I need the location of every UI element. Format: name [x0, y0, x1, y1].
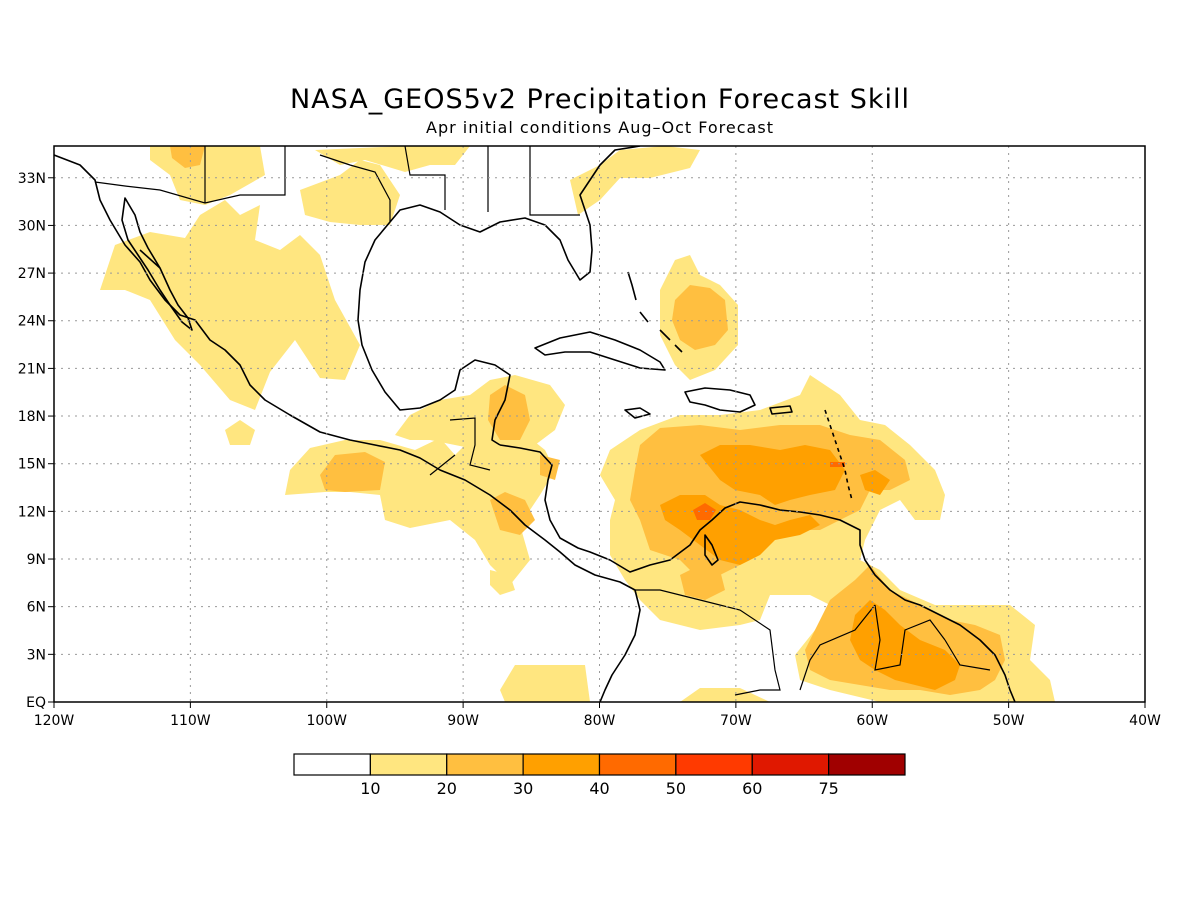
jamaica — [624, 407, 651, 419]
lat-tick-label: 21N — [18, 361, 46, 377]
lat-tick-label: 30N — [18, 218, 46, 234]
colorbar-swatch — [675, 753, 753, 776]
gulf-california — [139, 249, 161, 269]
colorbar-label: 60 — [742, 779, 762, 798]
lon-tick-label: 120W — [34, 713, 75, 729]
latitude-axis: EQ 3N 6N 9N 12N 15N 18N 21N 24N 27N 30N 33N — [18, 171, 54, 711]
lon-tick-label: 60W — [856, 713, 888, 729]
lat-tick-label: 6N — [27, 600, 46, 616]
colorbar-swatch — [522, 753, 601, 776]
skill-shading — [100, 146, 1055, 702]
colorbar-swatch — [369, 753, 448, 776]
colorbar-label: 75 — [818, 779, 838, 798]
colorbar-swatch — [828, 753, 906, 776]
colorbar-swatch — [446, 753, 524, 776]
us-gulf-atlantic-coast — [389, 146, 641, 281]
colombia-venezuela-border — [635, 589, 781, 696]
venezuela-guyana-border — [799, 604, 876, 691]
colorbar-swatch — [293, 753, 371, 776]
lat-tick-label: EQ — [26, 695, 46, 711]
suriname-guiana-border — [944, 639, 991, 671]
lon-tick-label: 90W — [447, 713, 479, 729]
baja-california-coast — [121, 197, 193, 331]
lat-tick-label: 18N — [18, 409, 46, 425]
skill-level-40-50 — [693, 462, 845, 520]
map-title: NASA_GEOS5v2 Precipitation Forecast Skil… — [289, 84, 911, 115]
pacific-coast — [54, 154, 641, 702]
colorbar: 10 20 30 40 50 60 75 — [293, 753, 906, 798]
lat-tick-label: 15N — [18, 457, 46, 473]
puerto-rico — [769, 405, 793, 415]
us-state-borders-1 — [404, 146, 446, 210]
colorbar-label: 30 — [513, 779, 533, 798]
lat-tick-label: 12N — [18, 504, 46, 520]
lon-tick-label: 80W — [584, 713, 616, 729]
us-mexico-border-east — [319, 154, 391, 222]
map-subtitle: Apr initial conditions Aug–Oct Forecast — [426, 118, 774, 137]
lat-tick-label: 3N — [27, 647, 46, 663]
lat-tick-label: 33N — [18, 171, 46, 187]
gulf-mexico-west-coast — [357, 221, 511, 446]
cuba — [534, 331, 666, 371]
lat-tick-label: 24N — [18, 314, 46, 330]
lat-tick-label: 9N — [27, 552, 46, 568]
colorbar-label: 10 — [360, 779, 380, 798]
lon-tick-label: 40W — [1129, 713, 1161, 729]
colorbar-label: 20 — [437, 779, 457, 798]
lon-tick-label: 50W — [993, 713, 1025, 729]
hispaniola — [684, 387, 756, 413]
colorbar-label: 50 — [666, 779, 686, 798]
caribbean-coast-south-america — [499, 444, 1016, 702]
lake-maracaibo — [704, 534, 719, 566]
lon-tick-label: 100W — [306, 713, 347, 729]
coastlines — [54, 146, 1016, 702]
guyana-suriname-borders — [874, 604, 946, 671]
lon-tick-label: 110W — [170, 713, 211, 729]
colorbar-label: 40 — [589, 779, 609, 798]
guatemala-mexico-border — [429, 454, 456, 476]
longitude-axis: 120W 110W 100W 90W 80W 70W 60W 50W 40W — [34, 702, 1161, 729]
colorbar-swatch — [598, 753, 677, 776]
lon-tick-label: 70W — [720, 713, 752, 729]
guatemala-borders — [449, 417, 491, 471]
political-borders — [94, 146, 991, 696]
gridlines — [54, 146, 1145, 702]
us-state-borders-2 — [487, 146, 580, 216]
colorbar-swatch — [751, 753, 830, 776]
lat-tick-label: 27N — [18, 266, 46, 282]
bahamas — [627, 271, 683, 353]
